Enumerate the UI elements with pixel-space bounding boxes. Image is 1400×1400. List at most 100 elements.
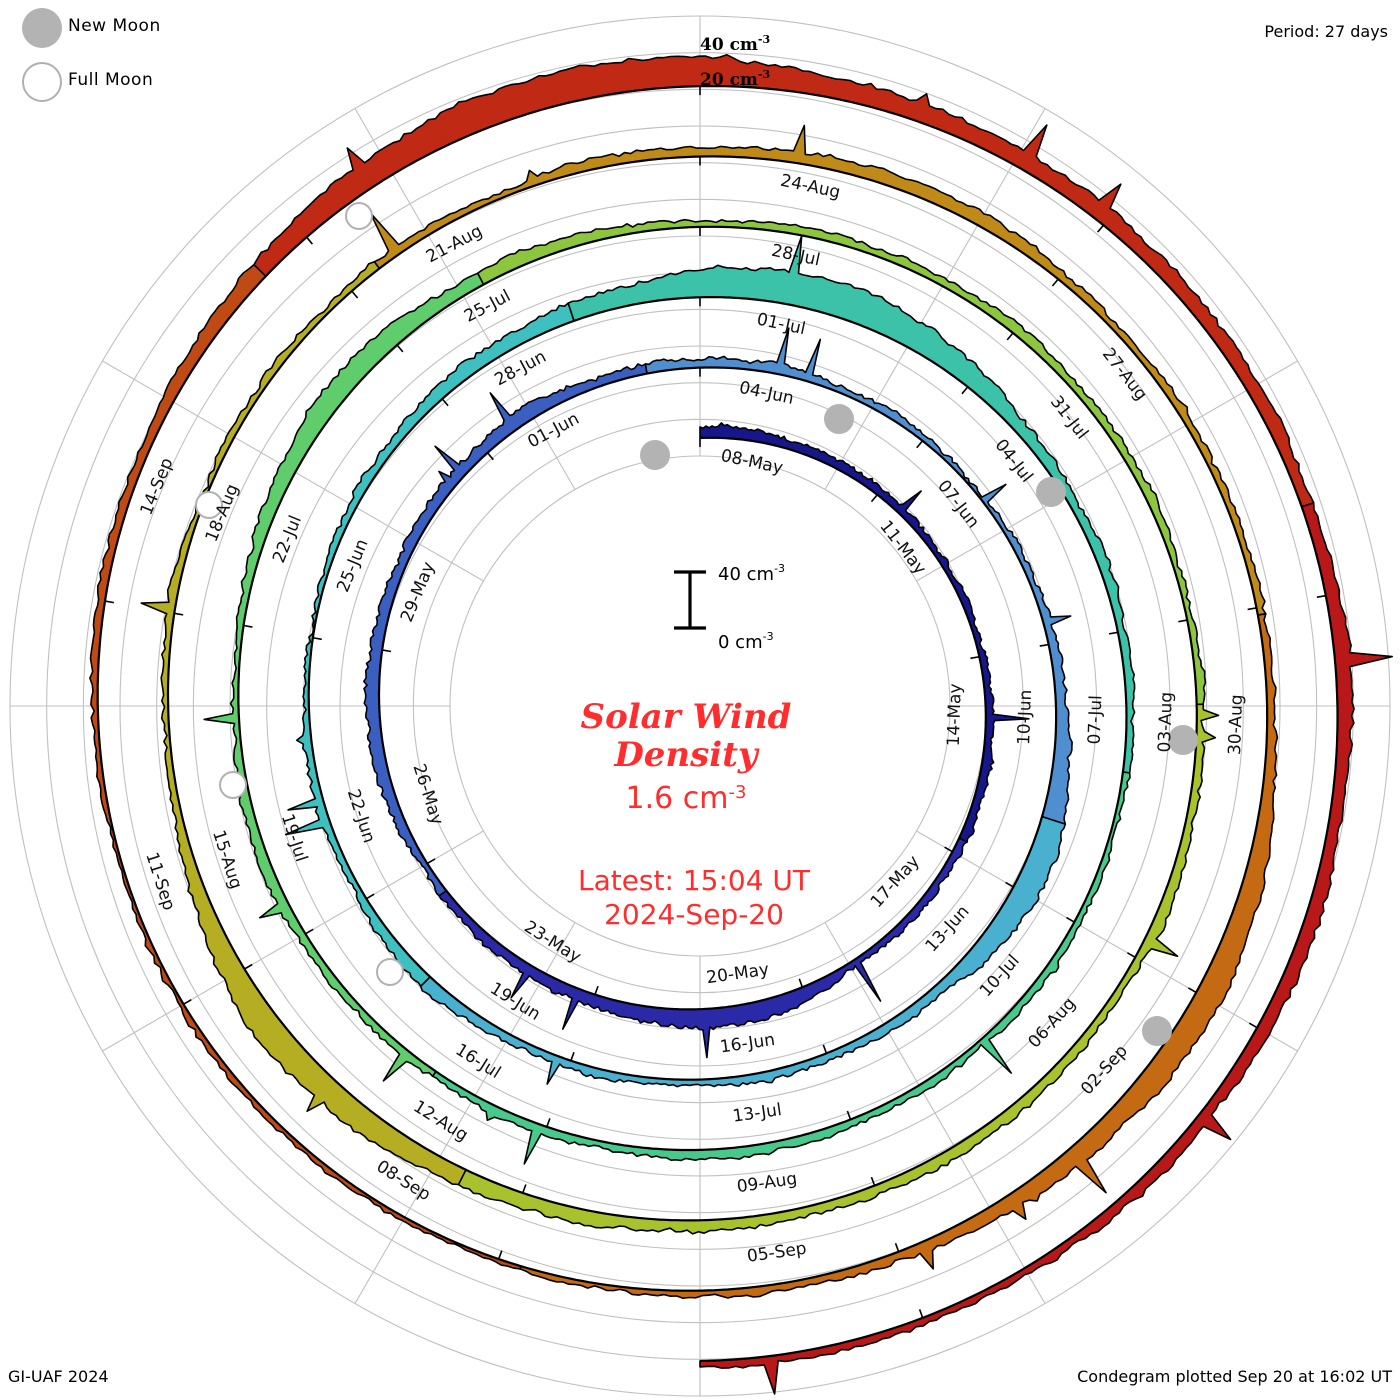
spiral-day-tick — [961, 386, 969, 395]
spiral-segment — [363, 363, 648, 897]
grid-spoke — [102, 830, 484, 1052]
date-label: 05-Sep — [746, 1239, 808, 1267]
date-label-group: 27-Aug — [1098, 344, 1151, 404]
new-moon-marker — [1036, 477, 1066, 507]
date-label-group: 02-Sep — [1077, 1041, 1132, 1099]
current-value: 1.6 cm-3 — [626, 781, 747, 816]
date-label: 07-Jun — [933, 476, 983, 532]
date-label: 04-Jun — [737, 378, 795, 409]
spiral-day-tick — [798, 978, 804, 988]
date-label-group: 08-May — [719, 446, 785, 479]
spiral-day-tick — [1247, 607, 1257, 611]
date-label-group: 20-May — [705, 960, 770, 989]
radial-axis-label-40: 40 cm-3 — [700, 33, 770, 55]
page-title-line1: Solar Wind — [581, 697, 792, 737]
spiral-day-tick — [351, 290, 359, 299]
legend-new-moon-label: New Moon — [68, 16, 161, 36]
page-title-line2: Density — [613, 735, 760, 775]
date-label: 09-Aug — [736, 1169, 799, 1197]
date-label-group: 12-Aug — [410, 1097, 472, 1146]
date-label: 02-Sep — [1077, 1041, 1132, 1099]
date-label-group: 15-Aug — [208, 828, 246, 892]
spiral-day-tick — [244, 963, 253, 970]
spiral-day-tick — [970, 655, 980, 660]
date-label: 08-May — [719, 446, 785, 479]
new-moon-marker — [640, 440, 670, 470]
spiral-day-tick — [918, 1309, 924, 1319]
spiral-day-tick — [1178, 619, 1188, 623]
date-label-group: 13-Jun — [922, 902, 974, 956]
date-label-group: 10-Jun — [1014, 689, 1036, 745]
spiral-day-tick — [104, 600, 114, 604]
spiral-day-tick — [426, 858, 436, 865]
spiral-day-tick — [382, 649, 392, 653]
latest-time: Latest: 15:04 UT — [578, 864, 811, 897]
spiral-day-tick — [1066, 916, 1075, 923]
spiral-day-tick — [174, 612, 184, 616]
spiral-day-tick — [396, 344, 404, 353]
plotted-label: Condegram plotted Sep 20 at 16:02 UT — [1077, 1367, 1392, 1386]
new-moon-marker — [1142, 1016, 1172, 1046]
spiral-day-tick — [1187, 987, 1197, 994]
date-label-group: 01-Jul — [755, 310, 807, 340]
date-label-group: 09-Aug — [736, 1169, 799, 1197]
new-moon-marker — [824, 404, 854, 434]
date-label: 17-May — [867, 852, 924, 912]
full-moon-marker — [195, 491, 223, 519]
spiral-day-tick — [944, 846, 953, 853]
full-moon-marker — [219, 771, 247, 799]
spiral-day-tick — [546, 1118, 551, 1128]
grid-spoke — [824, 922, 1046, 1304]
scale-bar-top-label: 40 cm-3 — [718, 562, 785, 585]
date-label-group: 05-Sep — [746, 1239, 808, 1267]
date-label-group: 17-May — [867, 852, 924, 912]
date-label: 30-Aug — [1225, 694, 1247, 755]
date-label: 10-Jun — [1014, 689, 1036, 745]
spiral-day-tick — [870, 1176, 876, 1186]
spiral-day-tick — [916, 440, 924, 449]
spiral-day-tick — [497, 1250, 503, 1260]
spiral-day-tick — [1006, 332, 1014, 341]
date-label: 20-May — [705, 960, 770, 989]
date-label-group: 26-May — [409, 761, 447, 827]
spiral-day-tick — [1097, 224, 1105, 233]
credit-label: GI-UAF 2024 — [8, 1367, 109, 1386]
date-label-group: 19-Jul — [277, 811, 311, 864]
spiral-day-tick — [570, 1051, 575, 1061]
spiral-traces — [89, 54, 1393, 1395]
spiral-day-tick — [1316, 594, 1326, 599]
date-label-group: 07-Jun — [933, 476, 983, 532]
date-label: 19-Jul — [277, 811, 311, 864]
spiral-day-tick — [243, 624, 253, 628]
date-label: 01-Jul — [755, 310, 807, 340]
legend-full-moon-label: Full Moon — [68, 70, 154, 90]
radial-axis-label-20: 20 cm-3 — [700, 68, 770, 90]
date-label-group: 04-Jun — [737, 378, 795, 409]
date-label-group: 24-Aug — [779, 171, 842, 203]
scale-bar: 40 cm-3 0 cm-3 — [674, 562, 785, 653]
spiral-day-tick — [441, 398, 449, 407]
date-label: 16-Jun — [719, 1030, 777, 1057]
date-label: 24-Aug — [779, 171, 842, 203]
spiral-day-tick — [894, 1242, 900, 1252]
spiral-day-tick — [183, 998, 192, 1005]
spiral-day-tick — [312, 636, 322, 641]
grid-spoke — [354, 922, 576, 1304]
scale-bar-bottom-label: 0 cm-3 — [718, 630, 774, 653]
date-label-group: 23-May — [520, 917, 584, 967]
date-label-group: 07-Jul — [1085, 695, 1107, 745]
date-label: 11-May — [875, 517, 929, 579]
date-label-group: 30-Aug — [1225, 694, 1247, 755]
spiral-day-tick — [870, 494, 878, 503]
date-label-group: 13-Jul — [731, 1100, 783, 1127]
spiral-day-tick — [1051, 278, 1059, 287]
spiral-day-tick — [1039, 643, 1049, 647]
date-label-group: 11-May — [875, 517, 929, 579]
spiral-day-tick — [822, 1044, 828, 1054]
latest-date: 2024-Sep-20 — [604, 898, 784, 931]
date-label-group: 03-Aug — [1155, 692, 1177, 753]
date-label: 23-May — [520, 917, 584, 967]
spiral-day-tick — [1005, 881, 1014, 888]
spiral-baseline — [96, 85, 1339, 1363]
